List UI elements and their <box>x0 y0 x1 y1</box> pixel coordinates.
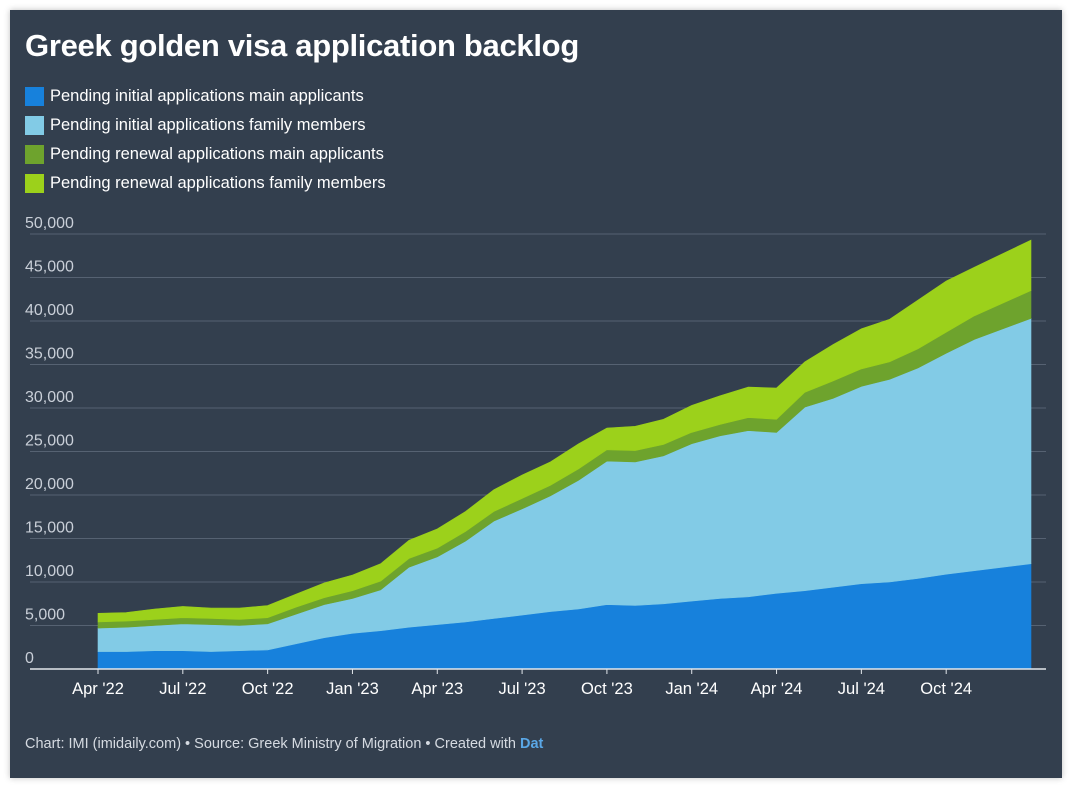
axes: 0 5,000 10,000 15,000 20,000 25,000 30,000 35,0… <box>25 215 1046 698</box>
legend-swatch <box>25 145 44 164</box>
y-tick-label: 15,000 <box>25 520 74 537</box>
legend-label: Pending initial applications main applic… <box>50 87 364 105</box>
legend-label: Pending renewal applications main applic… <box>50 145 384 163</box>
x-tick-label: Apr '22 <box>72 680 124 698</box>
y-tick-label: 35,000 <box>25 346 74 363</box>
legend-label: Pending initial applications family memb… <box>50 116 366 134</box>
y-tick-label: 45,000 <box>25 259 74 276</box>
area-series <box>97 239 1032 670</box>
y-tick-label: 40,000 <box>25 302 74 319</box>
x-tick-label: Jan '23 <box>326 680 379 698</box>
legend-swatch <box>25 174 44 193</box>
legend-label: Pending renewal applications family memb… <box>50 174 386 192</box>
y-tick-label: 30,000 <box>25 389 74 406</box>
y-tick-label: 20,000 <box>25 476 74 493</box>
legend-item-initial-main[interactable]: Pending initial applications main applic… <box>25 82 386 111</box>
legend-item-renewal-main[interactable]: Pending renewal applications main applic… <box>25 140 386 169</box>
x-tick-label: Jul '22 <box>159 680 206 698</box>
legend: Pending initial applications main applic… <box>25 82 386 198</box>
x-tick-label: Oct '23 <box>581 680 633 698</box>
stacked-area-chart: 0 5,000 10,000 15,000 20,000 25,000 30,000 35,0… <box>25 215 1046 698</box>
chart-title: Greek golden visa application backlog <box>25 28 579 63</box>
footer-credits: Chart: IMI (imidaily.com) • Source: Gree… <box>25 736 520 752</box>
chart-footer: Chart: IMI (imidaily.com) • Source: Gree… <box>25 736 543 752</box>
legend-item-renewal-family[interactable]: Pending renewal applications family memb… <box>25 169 386 198</box>
legend-swatch <box>25 87 44 106</box>
x-tick-label: Apr '24 <box>751 680 803 698</box>
x-tick-label: Jan '24 <box>665 680 718 698</box>
y-tick-label: 10,000 <box>25 563 74 580</box>
legend-item-initial-family[interactable]: Pending initial applications family memb… <box>25 111 386 140</box>
chart-card: Greek golden visa application backlog Pe… <box>10 10 1062 778</box>
x-tick-label: Oct '24 <box>920 680 972 698</box>
y-tick-label: 25,000 <box>25 433 74 450</box>
area-series-path <box>97 239 1032 623</box>
y-tick-label: 0 <box>25 650 34 667</box>
x-tick-label: Jul '24 <box>838 680 885 698</box>
legend-swatch <box>25 116 44 135</box>
datawrapper-link[interactable]: Dat <box>519 736 544 752</box>
x-tick-label: Oct '22 <box>242 680 294 698</box>
y-tick-label: 5,000 <box>25 607 65 624</box>
y-tick-label: 50,000 <box>25 215 74 232</box>
x-tick-label: Jul '23 <box>498 680 545 698</box>
x-tick-label: Apr '23 <box>411 680 463 698</box>
